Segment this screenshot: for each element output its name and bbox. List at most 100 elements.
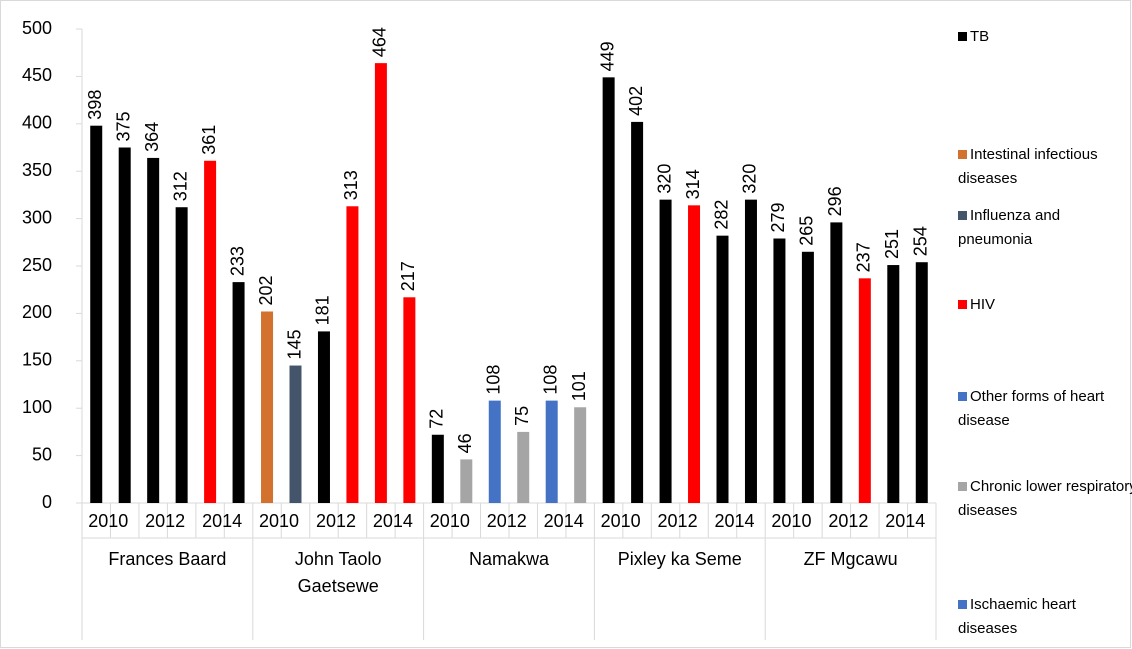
legend-swatch [958,32,967,41]
y-tick-label: 150 [22,350,52,370]
y-tick-label: 300 [22,207,52,227]
legend-swatch [958,600,967,609]
data-label: 217 [398,261,418,291]
group-label: Pixley ka Seme [617,549,742,569]
data-label: 398 [85,90,105,120]
legend-label: TB [970,28,990,45]
bar [118,147,131,503]
legend-label: Chronic lower respiratory diseases [958,478,1132,519]
data-label: 233 [227,246,247,276]
y-tick-label: 350 [22,160,52,180]
bar [631,121,644,504]
group-label: ZF Mgcawu [803,549,898,569]
data-label: 145 [284,329,304,359]
x-tick-label: 2012 [145,511,185,531]
data-label: 254 [911,226,931,256]
data-label: 72 [427,409,447,429]
legend-entry: Chronic lower respiratory diseases [958,475,1132,523]
legend-entry: Ischaemic heart diseases [958,593,1132,641]
bar [460,459,473,503]
y-tick-label: 50 [32,444,52,464]
bar [403,297,416,503]
legend-label: HIV [970,296,996,313]
bar [716,235,729,503]
bar [232,282,245,503]
data-label: 75 [512,406,532,426]
data-label: 265 [797,216,817,246]
x-tick-label: 2012 [658,511,698,531]
x-tick-label: 2014 [714,511,754,531]
bar [574,407,587,503]
x-tick-label: 2010 [259,511,299,531]
bar [659,199,672,503]
bar [374,63,387,504]
legend-entry: Other forms of heart disease [958,385,1132,433]
legend-label: Intestinal infectious diseases [958,146,1098,187]
data-label: 108 [540,365,560,395]
legend-swatch [958,150,967,159]
x-tick-label: 2014 [885,511,925,531]
legend-entry: TB [958,25,1132,49]
group-label: John Taolo Gaetsewe [294,549,382,596]
group-label: Frances Baard [108,549,227,569]
bar [204,160,217,503]
bar [317,331,330,503]
x-tick-label: 2010 [771,511,811,531]
bar [261,311,274,503]
data-label: 449 [597,41,617,71]
data-label: 237 [854,242,874,272]
data-label: 181 [313,295,333,325]
data-label: 101 [569,371,589,401]
bar [431,434,444,503]
data-label: 202 [256,275,276,305]
legend-swatch [958,482,967,491]
y-tick-label: 200 [22,302,52,322]
bar [289,365,302,503]
data-label: 282 [711,200,731,230]
legend-swatch [958,300,967,309]
y-tick-label: 500 [22,18,52,38]
x-tick-label: 2010 [601,511,641,531]
legend-entry: Influenza and pneumonia [958,204,1132,252]
legend-label: Ischaemic heart diseases [958,596,1076,637]
bar [773,238,786,503]
data-label: 46 [455,433,475,453]
legend-label: Influenza and pneumonia [958,207,1061,248]
bar [488,400,501,503]
y-tick-label: 250 [22,255,52,275]
bar [90,125,103,504]
x-tick-label: 2014 [544,511,584,531]
data-label: 314 [683,169,703,199]
bar [915,262,928,503]
data-label: 402 [626,86,646,116]
bar [346,206,359,503]
y-tick-label: 450 [22,65,52,85]
x-tick-label: 2014 [202,511,242,531]
bar [517,431,530,503]
bar [887,265,900,503]
data-label: 361 [199,125,219,155]
legend-label: Other forms of heart disease [958,388,1105,429]
data-label: 251 [882,229,902,259]
x-tick-label: 2010 [430,511,470,531]
y-tick-label: 0 [42,492,52,512]
data-label: 320 [740,164,760,194]
legend-swatch [958,392,967,401]
bar [688,205,701,503]
bar [830,222,843,503]
x-tick-label: 2012 [316,511,356,531]
data-label: 312 [170,171,190,201]
bar [602,77,615,504]
y-tick-label: 400 [22,113,52,133]
data-label: 279 [768,202,788,232]
legend-entry: Intestinal infectious diseases [958,143,1132,191]
legend-swatch [958,211,967,220]
group-label: Namakwa [468,549,549,569]
x-tick-label: 2010 [88,511,128,531]
data-label: 375 [113,111,133,141]
bar [858,278,871,503]
y-tick-label: 100 [22,397,52,417]
data-label: 313 [341,170,361,200]
